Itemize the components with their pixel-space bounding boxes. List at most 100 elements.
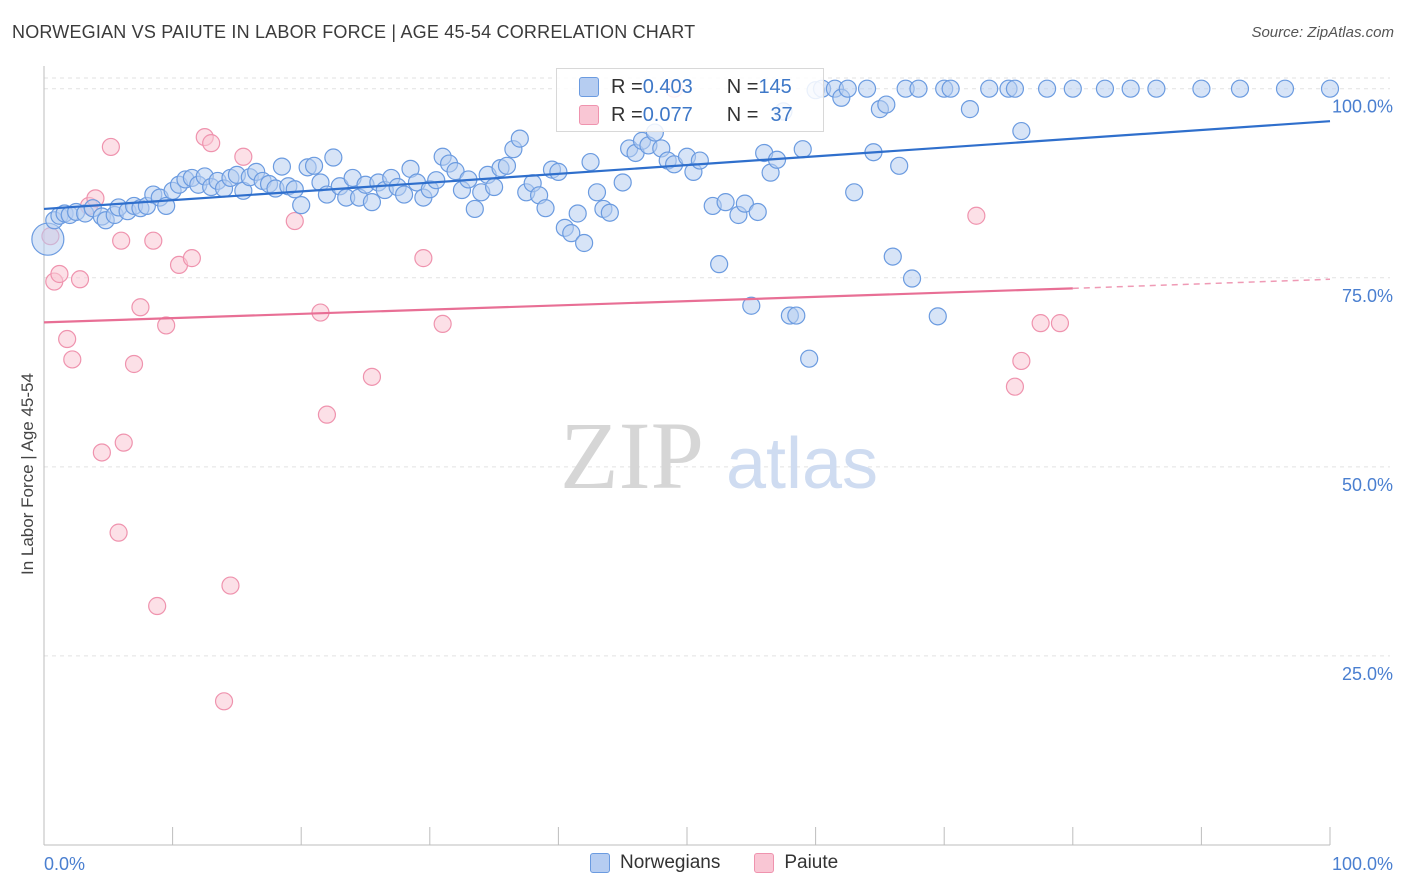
series-legend: Norwegians Paiute	[590, 852, 872, 874]
norwegian-point	[890, 156, 909, 175]
norwegian-point	[1095, 79, 1115, 98]
stats-row-paiute: R = 0.077 N = 37	[579, 101, 793, 129]
paiute-point	[433, 314, 452, 334]
norwegian-point	[568, 204, 587, 223]
norwegian-point	[1275, 79, 1295, 98]
axes	[43, 66, 1331, 846]
norwegian-point	[909, 79, 928, 98]
n-label: N =	[726, 75, 759, 98]
norwegian-point	[600, 203, 619, 222]
paiute-point	[114, 433, 133, 452]
norwegian-point	[742, 296, 761, 315]
norwegian-point	[562, 224, 581, 243]
paiute-point	[131, 298, 150, 317]
paiute-point	[157, 316, 176, 335]
paiute-point	[317, 405, 337, 424]
y-tick-label: 50.0%	[1342, 475, 1393, 495]
r-value: 0.077	[642, 103, 693, 126]
norwegian-point	[941, 79, 960, 98]
y-axis-label: In Labor Force | Age 45-54	[18, 373, 37, 575]
n-value: 145	[758, 75, 792, 98]
n-label: N =	[726, 103, 759, 126]
legend-label: Norwegians	[620, 852, 721, 873]
norwegian-point	[510, 129, 529, 148]
norwegian-point	[980, 79, 999, 98]
paiute-point	[362, 367, 382, 386]
norwegian-point	[362, 193, 382, 212]
norwegian-point	[536, 199, 555, 218]
norwegians-swatch	[579, 77, 599, 97]
norwegian-point	[497, 156, 517, 175]
norwegian-point	[710, 255, 729, 274]
norwegian-point	[285, 180, 304, 199]
paiute-point	[414, 249, 433, 268]
norwegian-point	[735, 194, 754, 213]
norwegian-point	[446, 162, 465, 181]
norwegian-point	[575, 233, 594, 253]
legend-label: Paiute	[784, 852, 839, 873]
paiute-point	[112, 231, 131, 250]
paiute-swatch	[579, 105, 599, 125]
norwegian-point	[793, 140, 812, 159]
r-label: R =	[611, 75, 643, 98]
paiute-point	[148, 596, 167, 616]
norwegian-point	[613, 173, 632, 192]
norwegian-point	[485, 177, 504, 197]
paiute-point	[234, 147, 253, 166]
norwegian-point	[857, 79, 877, 98]
paiute-point	[101, 137, 120, 157]
trend-lines	[43, 120, 1331, 324]
norwegian-point	[272, 157, 292, 176]
r-label: R =	[611, 103, 643, 126]
source-label: Source: ZipAtlas.com	[1251, 24, 1394, 41]
paiute-trend-extension	[1072, 278, 1331, 290]
paiute-point	[109, 523, 128, 542]
norwegian-point	[902, 269, 922, 288]
x-tick-label: 0.0%	[44, 854, 85, 874]
norwegian-point	[1192, 79, 1211, 98]
norwegians-legend-swatch	[590, 853, 610, 873]
norwegian-point	[960, 100, 980, 119]
stats-row-norwegians: R = 0.403 N = 145	[579, 73, 792, 101]
paiute-point	[144, 231, 163, 250]
paiute-point	[63, 350, 82, 369]
paiute-point	[50, 264, 69, 284]
paiute-point	[202, 134, 221, 153]
norwegian-point	[394, 185, 414, 204]
y-axis-label-wrap: In Labor Force | Age 45-54	[18, 373, 38, 595]
y-tick-label: 25.0%	[1342, 664, 1393, 684]
norwegians-trend-line	[43, 120, 1331, 211]
paiute-point	[221, 576, 240, 595]
paiute-legend-swatch	[754, 853, 775, 873]
watermark-zip: ZIP	[560, 402, 704, 509]
paiute-point	[58, 329, 77, 349]
norwegian-point	[465, 199, 484, 219]
x-tick-label: 100.0%	[1332, 854, 1393, 874]
norwegian-point	[1147, 79, 1166, 98]
norwegian-point	[845, 183, 864, 202]
norwegian-point	[838, 79, 857, 98]
norwegian-point	[549, 162, 568, 181]
paiute-point	[1031, 314, 1050, 333]
norwegian-point	[1121, 79, 1140, 98]
legend-item-paiute[interactable]: Paiute	[754, 852, 838, 874]
paiute-point	[285, 211, 304, 231]
watermark-atlas: atlas	[726, 424, 878, 504]
norwegian-point	[1320, 79, 1340, 98]
paiute-point	[214, 692, 234, 711]
norwegian-point	[1037, 79, 1057, 98]
norwegian-point	[1063, 79, 1082, 98]
norwegian-point	[304, 156, 324, 175]
norwegian-point	[587, 183, 607, 202]
y-tick-label: 100.0%	[1332, 97, 1393, 117]
paiute-trend-line	[43, 287, 1073, 324]
paiute-point	[70, 270, 90, 289]
norwegian-point	[292, 196, 311, 215]
norwegian-point	[877, 95, 896, 114]
stats-legend: R = 0.403 N = 145 R = 0.077 N = 37	[556, 68, 824, 132]
legend-item-norwegians[interactable]: Norwegians	[590, 852, 720, 874]
paiute-point	[1050, 314, 1070, 333]
paiute-point	[124, 354, 144, 374]
norwegian-point	[1012, 121, 1031, 141]
